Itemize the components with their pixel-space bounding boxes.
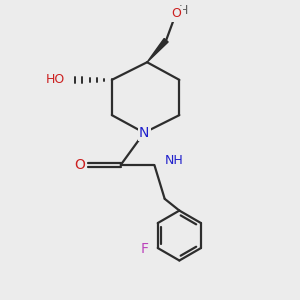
Text: HO: HO <box>46 74 65 86</box>
Text: H: H <box>179 4 188 17</box>
Text: N: N <box>139 126 149 140</box>
Polygon shape <box>147 38 168 62</box>
Text: O: O <box>74 158 85 172</box>
Text: NH: NH <box>165 154 183 167</box>
Text: O: O <box>172 7 182 20</box>
Text: F: F <box>141 242 149 256</box>
